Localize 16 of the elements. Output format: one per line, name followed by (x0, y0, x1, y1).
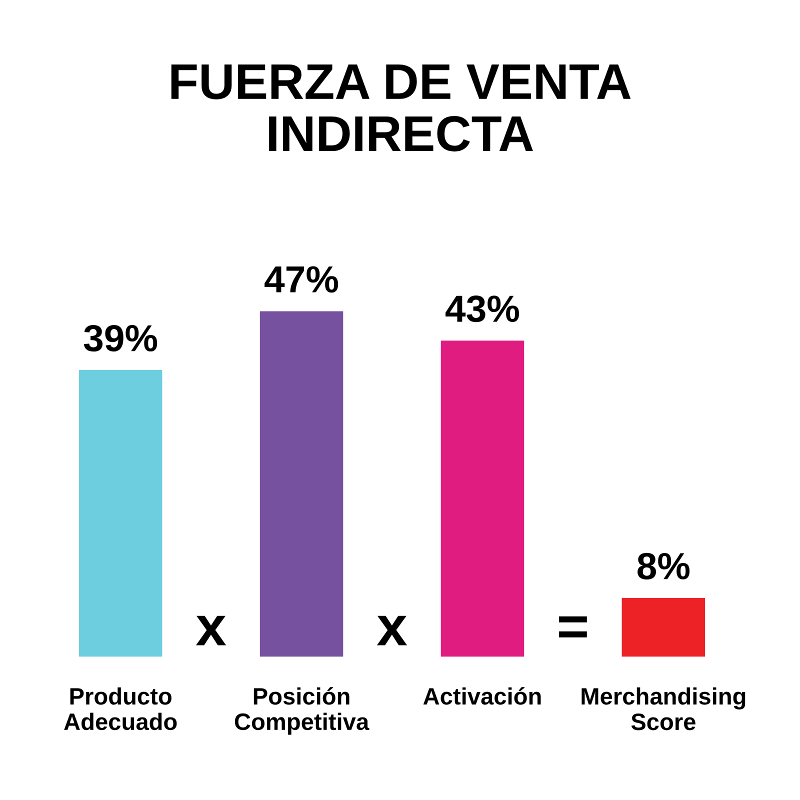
x-tick-label: Merchandising Score (582, 687, 746, 730)
bar (78, 370, 162, 657)
x-tick-label: Activación (423, 687, 541, 705)
chart-title: FUERZA DE VENTA INDIRECTA (171, 64, 631, 152)
x-tick-label: Producto Adecuado (64, 687, 177, 730)
data-label: 43% (446, 296, 520, 322)
annotation: = (559, 616, 587, 638)
bar (622, 598, 706, 657)
data-label: 47% (264, 266, 338, 293)
x-tick-label: Posición Competitiva (234, 687, 370, 735)
bar (260, 311, 344, 657)
bar (440, 340, 524, 657)
annotation: x (196, 616, 226, 646)
annotation: x (376, 616, 408, 646)
data-label: 8% (638, 552, 690, 580)
data-label: 39% (84, 324, 158, 352)
